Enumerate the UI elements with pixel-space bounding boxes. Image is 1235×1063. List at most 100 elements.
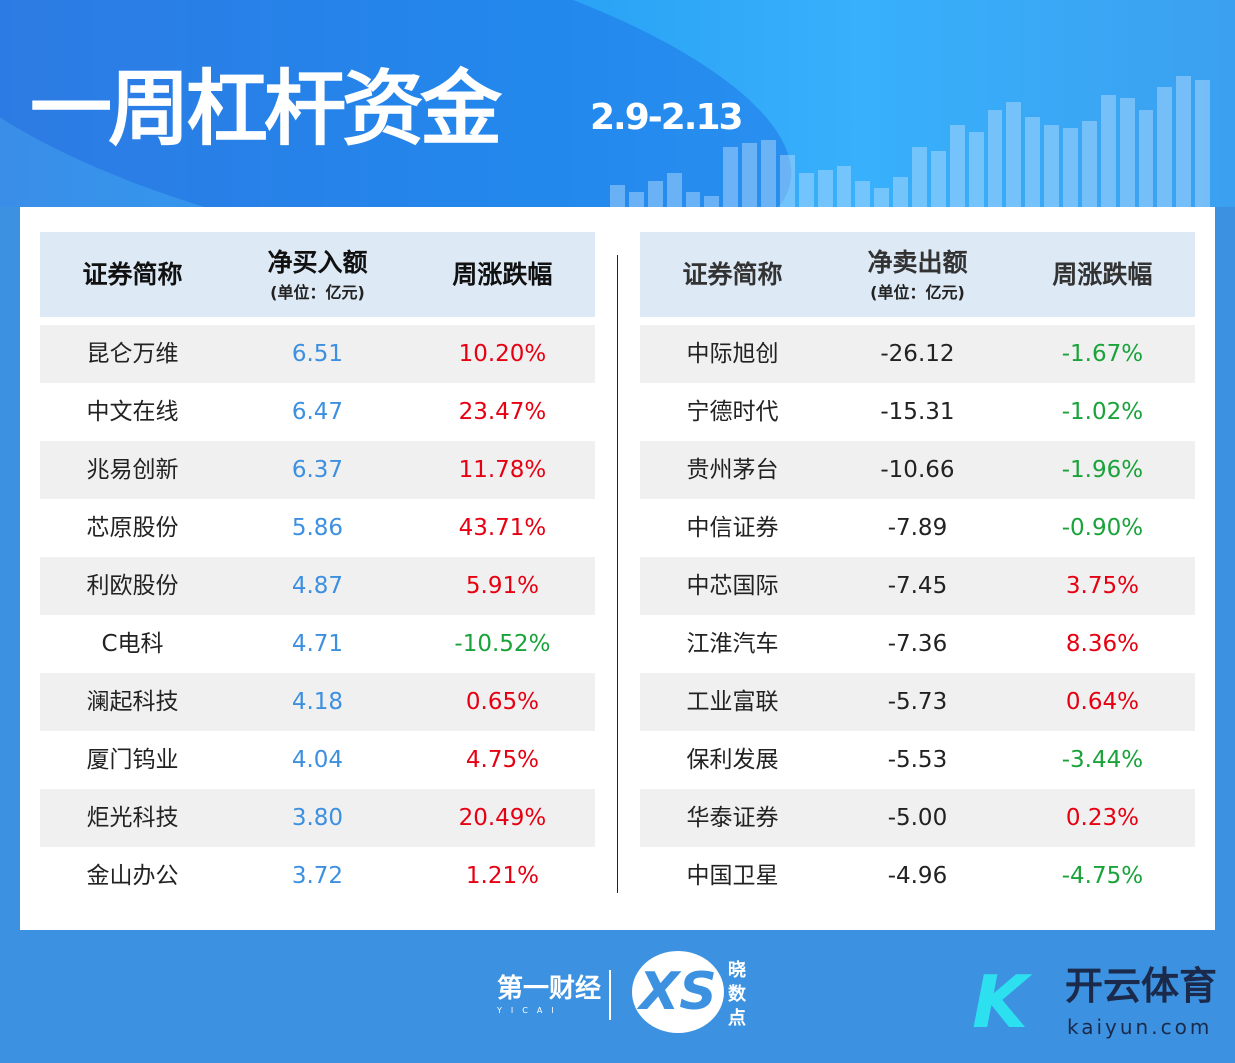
stock-name: 金山办公 xyxy=(86,863,179,889)
stock-name: 昆仑万维 xyxy=(86,341,179,367)
table-row: 昆仑万维 6.51 10.20% xyxy=(40,325,595,383)
stock-name: 保利发展 xyxy=(686,747,779,773)
stock-name: 芯原股份 xyxy=(86,515,179,541)
header-unit: (单位：亿元) xyxy=(270,282,365,302)
weekly-change: 0.23% xyxy=(1065,805,1139,831)
decor-bar xyxy=(968,132,984,207)
weekly-change: -1.96% xyxy=(1061,457,1144,483)
decor-bar xyxy=(723,147,739,207)
table-row: 利欧股份 4.87 5.91% xyxy=(40,557,595,615)
xiaoshudian-label: 晓数点 xyxy=(728,960,746,1029)
table-row: 贵州茅台 -10.66 -1.96% xyxy=(640,441,1195,499)
decor-bar xyxy=(855,180,871,207)
net-amount: 4.87 xyxy=(291,573,344,599)
header-amount-label: 净买入额 xyxy=(267,247,368,277)
decor-bar xyxy=(817,169,833,207)
table-row: 厦门钨业 4.04 4.75% xyxy=(40,731,595,789)
net-amount: -5.00 xyxy=(887,805,948,831)
header-amount-label: 净卖出额 xyxy=(867,247,968,277)
stock-name: 兆易创新 xyxy=(86,457,179,483)
decor-bar xyxy=(1044,124,1059,207)
stock-name: 澜起科技 xyxy=(86,689,179,715)
table-row: 中芯国际 -7.45 3.75% xyxy=(640,557,1195,615)
decor-bar xyxy=(779,154,795,207)
weekly-change: 23.47% xyxy=(458,399,547,425)
stock-name: 江淮汽车 xyxy=(686,631,779,657)
stock-name: 贵州茅台 xyxy=(686,457,779,483)
stock-name: 炬光科技 xyxy=(86,805,179,831)
decor-bar xyxy=(761,139,776,207)
stock-name: 中芯国际 xyxy=(686,573,779,599)
decor-bar xyxy=(1195,79,1210,207)
weekly-change: -1.67% xyxy=(1061,341,1144,367)
decor-bar xyxy=(1157,87,1173,207)
decor-bar xyxy=(1063,128,1078,207)
net-amount: -7.89 xyxy=(887,515,948,541)
stock-name: 工业富联 xyxy=(686,689,779,715)
kaiyun-logo-text: 开云体育 xyxy=(1065,964,1218,1008)
decor-bar xyxy=(610,184,625,207)
table-row: 芯原股份 5.86 43.71% xyxy=(40,499,595,557)
header-banner: 一周杠杆资金 2.9-2.13 xyxy=(0,0,1235,207)
weekly-change: 4.75% xyxy=(465,747,539,773)
net-amount: 6.37 xyxy=(291,457,344,483)
net-amount: 6.51 xyxy=(291,341,344,367)
decor-bar xyxy=(893,177,908,207)
decor-bar xyxy=(628,192,644,207)
header-unit: (单位：亿元) xyxy=(870,282,965,302)
decor-bar xyxy=(742,143,757,207)
net-amount: -7.36 xyxy=(887,631,948,657)
decor-bar xyxy=(1119,98,1135,207)
net-amount: 4.04 xyxy=(291,747,344,773)
net-sell-table: 证券简称 净卖出额 (单位：亿元) 周涨跌幅 中际旭创 -26.12 -1.67% 宁德… xyxy=(640,232,1195,905)
table-row: C电科 4.71 -10.52% xyxy=(40,615,595,673)
decor-bar xyxy=(1025,117,1041,207)
net-amount: -26.12 xyxy=(880,341,955,367)
stock-name: 宁德时代 xyxy=(686,399,779,425)
decor-bar xyxy=(949,124,965,207)
table-header: 证券简称 净卖出额 (单位：亿元) 周涨跌幅 xyxy=(640,232,1195,317)
weekly-change: 11.78% xyxy=(458,457,547,483)
net-amount: 3.80 xyxy=(291,805,344,831)
weekly-change: 0.64% xyxy=(1065,689,1139,715)
decor-bar xyxy=(874,188,890,207)
banner-bar-decoration xyxy=(610,75,1210,207)
decor-bar xyxy=(685,192,701,207)
logo-separator xyxy=(609,970,611,1020)
net-amount: -7.45 xyxy=(887,573,948,599)
weekly-change: -1.02% xyxy=(1061,399,1144,425)
weekly-change: 0.65% xyxy=(465,689,539,715)
net-amount: 4.18 xyxy=(291,689,344,715)
yicai-logo: 第一财经 YICAI xyxy=(497,973,601,1017)
table-row: 宁德时代 -15.31 -1.02% xyxy=(640,383,1195,441)
net-amount: 6.47 xyxy=(291,399,344,425)
header-change: 周涨跌幅 xyxy=(452,259,553,289)
decor-bar xyxy=(836,165,852,207)
weekly-change: 1.21% xyxy=(465,863,539,889)
xiaoshudian-logo-icon: XS xyxy=(632,951,724,1033)
table-header: 证券简称 净买入额 (单位：亿元) 周涨跌幅 xyxy=(40,232,595,317)
table-row: 金山办公 3.72 1.21% xyxy=(40,847,595,905)
header-name: 证券简称 xyxy=(682,259,783,289)
decor-bar xyxy=(1176,75,1192,207)
stock-name: 中文在线 xyxy=(86,399,179,425)
weekly-change: 3.75% xyxy=(1065,573,1139,599)
net-amount: -4.96 xyxy=(887,863,948,889)
decor-bar xyxy=(704,195,720,207)
decor-bar xyxy=(987,109,1003,207)
kaiyun-logo-icon: K xyxy=(972,960,1028,1044)
weekly-change: 10.20% xyxy=(458,341,547,367)
net-amount: 3.72 xyxy=(291,863,344,889)
decor-bar xyxy=(1006,102,1022,207)
header-change: 周涨跌幅 xyxy=(1052,259,1153,289)
weekly-change: -4.75% xyxy=(1061,863,1144,889)
weekly-change: 8.36% xyxy=(1065,631,1139,657)
decor-bar xyxy=(798,173,814,207)
net-amount: -5.73 xyxy=(887,689,948,715)
stock-name: 中国卫星 xyxy=(686,863,779,889)
weekly-change: -3.44% xyxy=(1061,747,1144,773)
kaiyun-url: kaiyun.com xyxy=(1067,1015,1213,1039)
decor-bar xyxy=(666,173,682,207)
decor-bar xyxy=(1100,94,1116,207)
table-row: 兆易创新 6.37 11.78% xyxy=(40,441,595,499)
